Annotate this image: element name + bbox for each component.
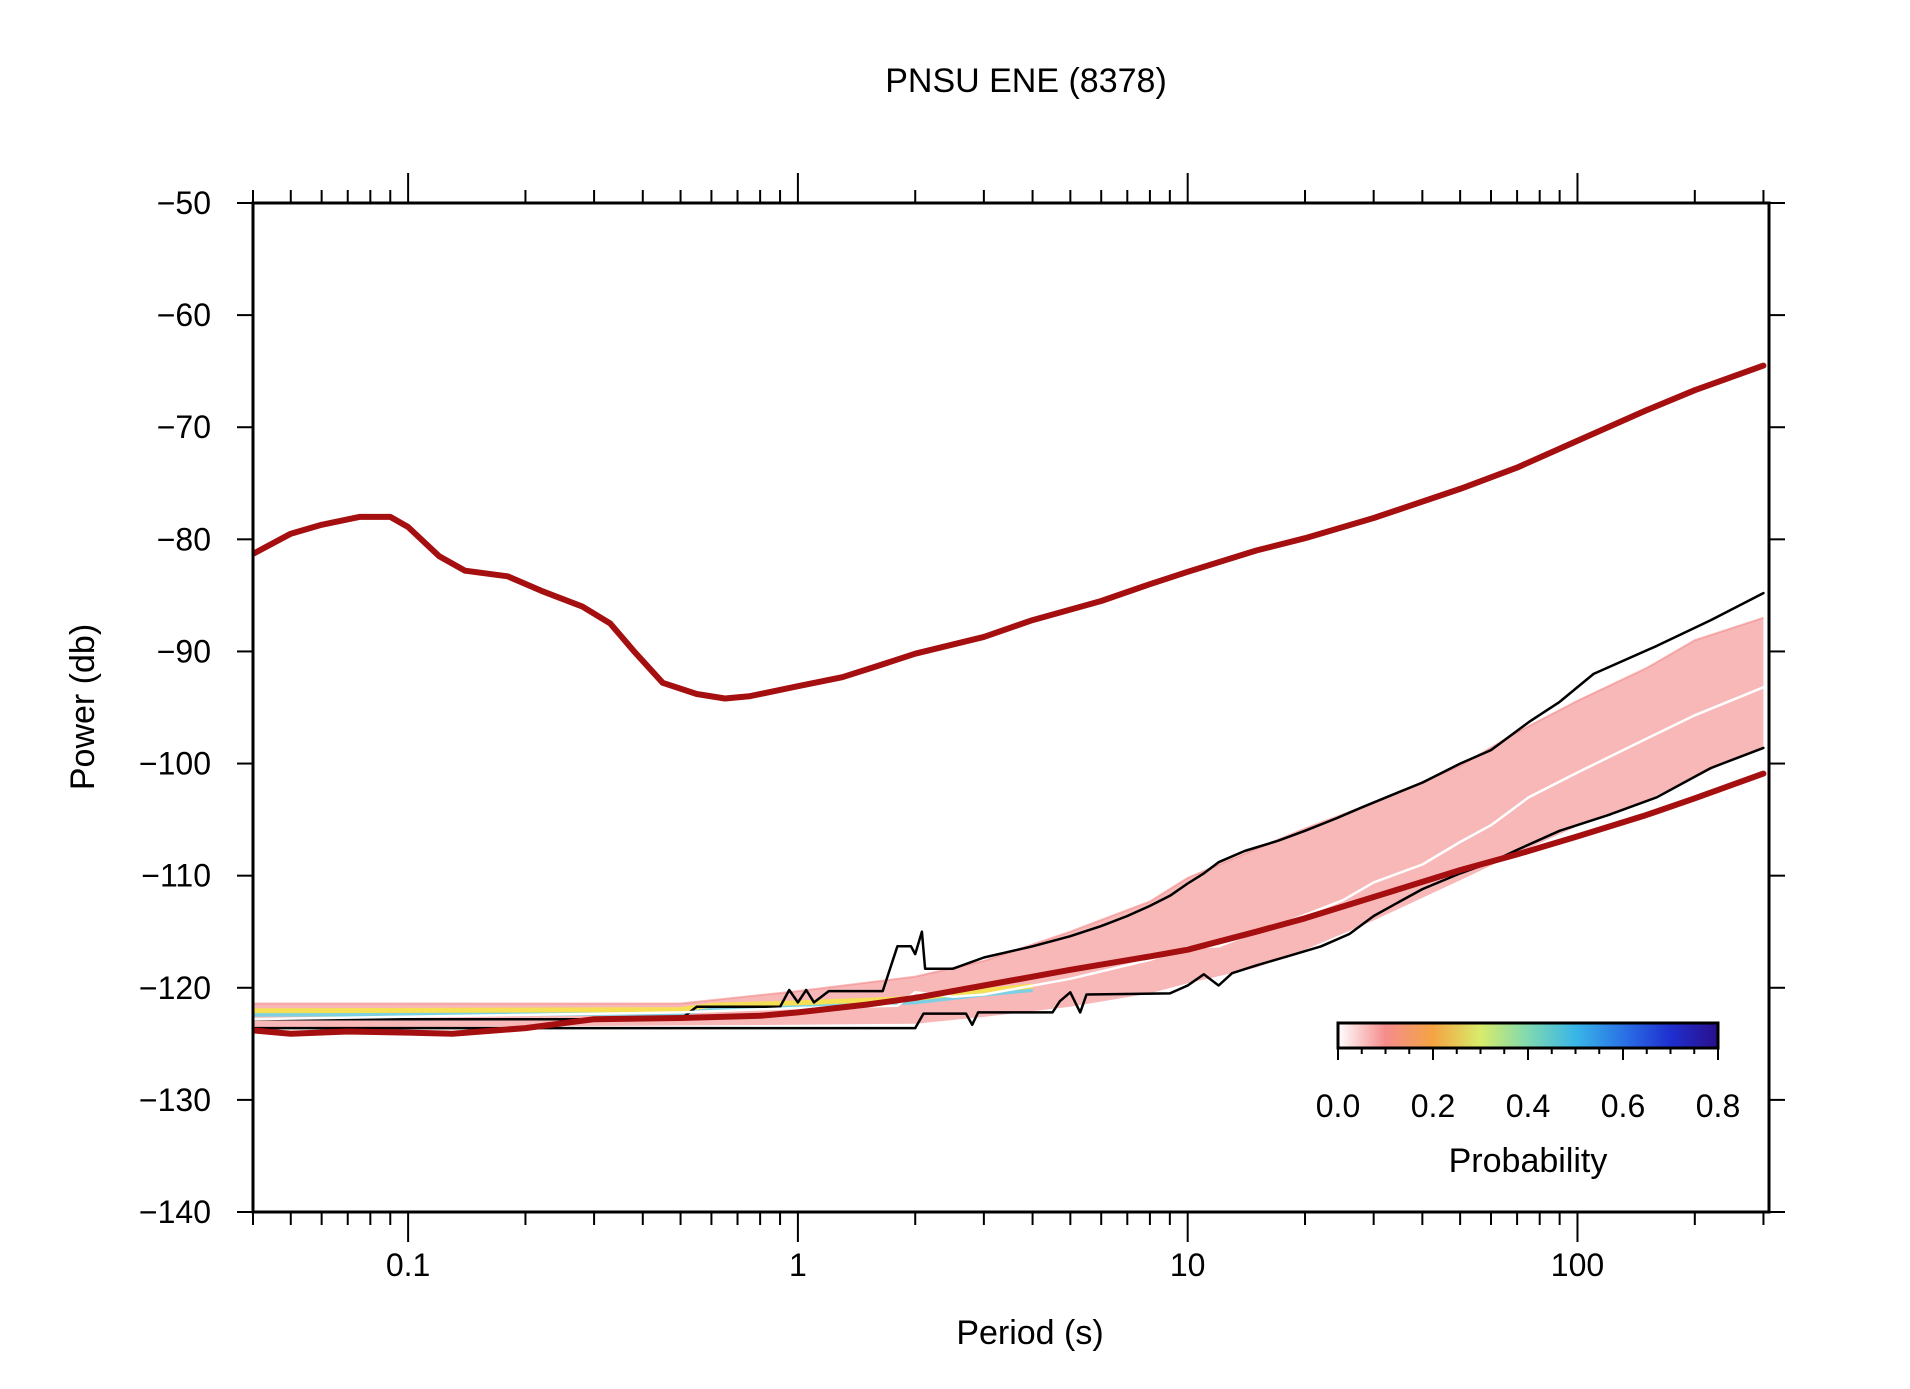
y-tick-label: −80 <box>157 521 211 557</box>
colorbar-tick-label: 0.6 <box>1601 1088 1645 1124</box>
colorbar-tick-label: 0.0 <box>1316 1088 1360 1124</box>
colorbar-tick-label: 0.2 <box>1411 1088 1455 1124</box>
colorbar-ticks: 0.0 0.2 0.4 0.6 0.8 <box>1316 1048 1740 1124</box>
y-tick-label: −100 <box>139 746 211 782</box>
y-axis: −50 −60 −70 −80 −90 −100 −110 −120 −130 −140 <box>139 185 1785 1230</box>
series-new-low-noise-model <box>253 770 1767 1037</box>
colorbar-label: Probability <box>1449 1142 1608 1180</box>
series-lines-layer <box>253 362 1767 1037</box>
density-band-edge <box>253 616 1764 1005</box>
colorbar-tick-label: 0.8 <box>1696 1088 1740 1124</box>
y-tick-label: −110 <box>141 858 211 894</box>
x-axis-title: Period (s) <box>956 1314 1103 1352</box>
y-axis-title: Power (db) <box>64 624 102 790</box>
series-min-envelope <box>253 746 1765 1030</box>
y-tick-label: −60 <box>157 297 211 333</box>
plot-frame <box>251 201 1771 1214</box>
x-tick-label: 1 <box>789 1247 807 1283</box>
y-tick-label: −50 <box>157 185 211 221</box>
x-tick-label: 10 <box>1170 1247 1206 1283</box>
y-tick-label: −90 <box>157 633 211 669</box>
y-tick-label: −140 <box>139 1194 211 1230</box>
plot-area <box>253 362 1767 1037</box>
y-tick-label: −130 <box>139 1082 211 1118</box>
chart-title: PNSU ENE (8378) <box>885 62 1167 100</box>
colorbar-gradient <box>1336 1021 1720 1050</box>
density-band <box>253 617 1764 1029</box>
colorbar-tick-label: 0.4 <box>1506 1088 1550 1124</box>
probability-density-layer <box>253 616 1764 1029</box>
y-tick-label: −120 <box>139 970 211 1006</box>
x-axis: 0.1 1 10 100 <box>252 173 1765 1283</box>
x-tick-label: 0.1 <box>386 1247 430 1283</box>
series-max-envelope <box>253 591 1765 1021</box>
x-tick-label: 100 <box>1551 1247 1604 1283</box>
probability-colorbar: 0.0 0.2 0.4 0.6 0.8 Probability <box>1316 1021 1740 1180</box>
series-new-high-noise-model <box>253 362 1767 702</box>
y-tick-label: −70 <box>157 409 211 445</box>
